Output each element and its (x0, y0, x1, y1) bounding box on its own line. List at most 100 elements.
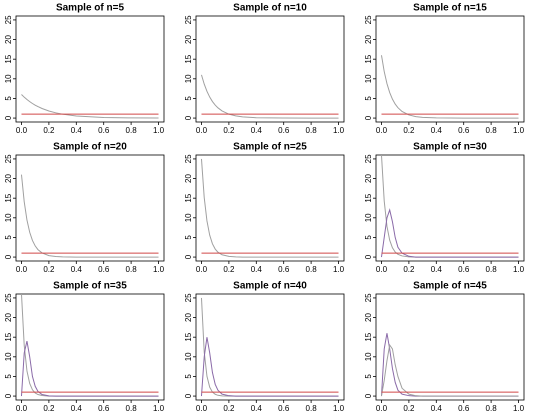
y-tick-label: 25 (4, 15, 13, 24)
y-tick-label: 25 (4, 293, 13, 302)
plot-frame (375, 293, 525, 401)
x-tick-label: 0.2 (43, 404, 55, 413)
x-tick-label: 0.6 (458, 404, 470, 413)
x-tick-label: 1.0 (333, 404, 345, 413)
y-tick-label: 0 (184, 254, 193, 259)
x-tick-label: 0.0 (16, 404, 28, 413)
data-line (380, 333, 519, 397)
x-tick-label: 0.8 (126, 126, 138, 135)
x-tick-label: 0.2 (223, 126, 235, 135)
x-tick-label: 0.4 (431, 126, 443, 135)
data-line (200, 158, 339, 258)
x-tick-label: 0.8 (126, 265, 138, 274)
plot-frame (15, 293, 165, 401)
y-tick-label: 5 (4, 96, 13, 101)
x-tick-label: 0.2 (223, 265, 235, 274)
x-tick-label: 0.2 (43, 265, 55, 274)
y-tick-label: 20 (4, 313, 13, 322)
data-line (200, 337, 339, 397)
y-tick-label: 25 (364, 15, 373, 24)
plot-frame (375, 154, 525, 262)
y-tick-label: 15 (364, 54, 373, 63)
panel: Sample of n=30 0.0 0.2 0.4 0.6 0.8 1.0 0 5 10 15 20… (364, 142, 525, 274)
y-tick-label: 10 (4, 352, 13, 361)
x-tick-label: 1.0 (513, 404, 525, 413)
x-tick-label: 1.0 (333, 126, 345, 135)
data-line (380, 208, 519, 258)
data-line (20, 174, 159, 258)
chart-title: Sample of n=40 (233, 281, 307, 292)
x-tick-label: 0.8 (126, 404, 138, 413)
y-tick-label: 5 (4, 235, 13, 240)
y-tick-label: 15 (4, 332, 13, 341)
y-tick-label: 25 (364, 293, 373, 302)
y-tick-label: 20 (364, 313, 373, 322)
y-tick-label: 0 (4, 115, 13, 120)
x-tick-label: 1.0 (153, 126, 165, 135)
x-tick-label: 1.0 (513, 265, 525, 274)
panel: Sample of n=20 0.0 0.2 0.4 0.6 0.8 1.0 0 5 10 15 20… (4, 142, 165, 274)
plot-frame (195, 15, 345, 123)
chart-title: Sample of n=20 (53, 142, 127, 153)
y-tick-label: 25 (364, 154, 373, 163)
y-tick-label: 10 (364, 213, 373, 222)
x-tick-label: 0.6 (278, 404, 290, 413)
y-tick-label: 5 (364, 96, 373, 101)
panel: Sample of n=25 0.0 0.2 0.4 0.6 0.8 1.0 0 5 10 15 20… (184, 142, 345, 274)
x-tick-label: 0.0 (376, 404, 388, 413)
x-tick-label: 0.8 (486, 404, 498, 413)
x-tick-label: 0.6 (458, 265, 470, 274)
chart-title: Sample of n=10 (233, 3, 307, 14)
y-tick-label: 20 (184, 313, 193, 322)
x-tick-label: 0.0 (196, 265, 208, 274)
data-line (20, 294, 159, 397)
panel: Sample of n=15 0.0 0.2 0.4 0.6 0.8 1.0 0 5 10 15 20… (364, 3, 525, 135)
panel: Sample of n=35 0.0 0.2 0.4 0.6 0.8 1.0 0 5 10 15 20… (4, 281, 165, 413)
y-tick-label: 20 (364, 35, 373, 44)
y-tick-label: 5 (4, 374, 13, 379)
panel: Sample of n=5 0.0 0.2 0.4 0.6 0.8 1.0 0 5 10 15 20 2… (4, 3, 165, 135)
y-tick-label: 25 (184, 293, 193, 302)
chart-title: Sample of n=30 (413, 142, 487, 153)
panel: Sample of n=10 0.0 0.2 0.4 0.6 0.8 1.0 0 5 10 15 20… (184, 3, 345, 135)
y-tick-label: 0 (364, 254, 373, 259)
y-tick-label: 15 (4, 54, 13, 63)
chart-title: Sample of n=35 (53, 281, 127, 292)
chart-title: Sample of n=45 (413, 281, 487, 292)
plot-frame (15, 154, 165, 262)
x-tick-label: 0.8 (306, 404, 318, 413)
plot-frame (195, 293, 345, 401)
data-line (380, 155, 519, 258)
y-tick-label: 0 (184, 115, 193, 120)
x-tick-label: 0.4 (71, 126, 83, 135)
y-tick-label: 5 (364, 235, 373, 240)
y-tick-label: 0 (4, 393, 13, 398)
y-tick-label: 25 (184, 154, 193, 163)
y-tick-label: 10 (184, 352, 193, 361)
y-tick-label: 10 (364, 74, 373, 83)
x-tick-label: 0.2 (403, 126, 415, 135)
panel: Sample of n=45 0.0 0.2 0.4 0.6 0.8 1.0 0 5 10 15 20… (364, 281, 525, 413)
y-tick-label: 10 (184, 213, 193, 222)
data-line (20, 340, 159, 397)
x-tick-label: 0.6 (98, 126, 110, 135)
x-tick-label: 1.0 (153, 404, 165, 413)
y-tick-label: 5 (184, 374, 193, 379)
plot-frame (375, 15, 525, 123)
y-tick-label: 15 (184, 54, 193, 63)
x-tick-label: 0.6 (278, 265, 290, 274)
y-tick-label: 10 (4, 213, 13, 222)
x-tick-label: 0.0 (376, 126, 388, 135)
panel: Sample of n=40 0.0 0.2 0.4 0.6 0.8 1.0 0 5 10 15 20… (184, 281, 345, 413)
x-tick-label: 0.2 (223, 404, 235, 413)
x-tick-label: 1.0 (333, 265, 345, 274)
x-tick-label: 0.0 (196, 126, 208, 135)
x-tick-label: 1.0 (153, 265, 165, 274)
y-tick-label: 15 (184, 193, 193, 202)
x-tick-label: 0.8 (486, 265, 498, 274)
x-tick-label: 0.2 (43, 126, 55, 135)
y-tick-label: 15 (364, 193, 373, 202)
plot-frame (195, 154, 345, 262)
y-tick-label: 20 (184, 174, 193, 183)
